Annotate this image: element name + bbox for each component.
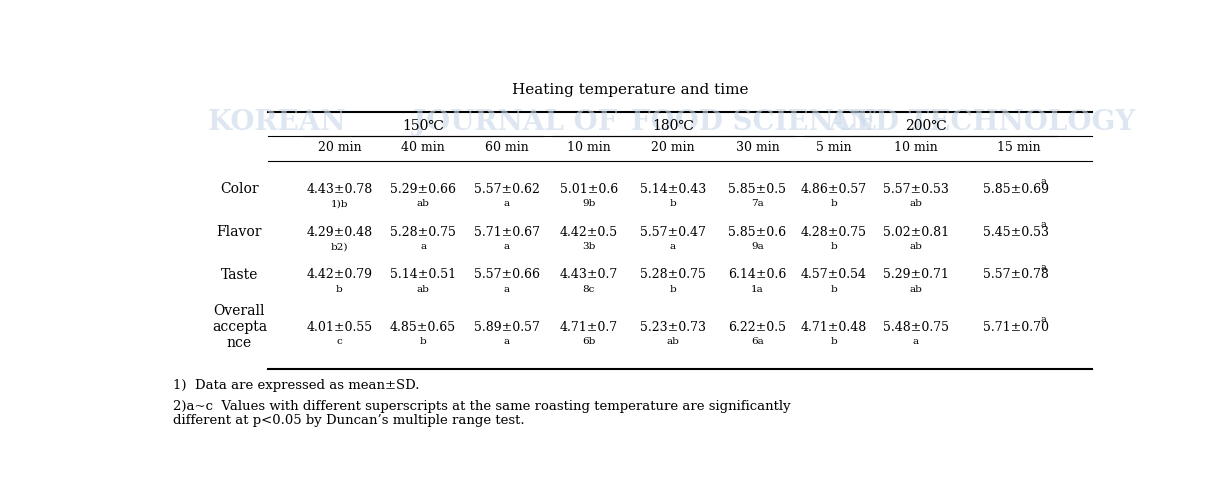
Text: a: a — [1041, 220, 1046, 229]
Text: 5.57±0.62: 5.57±0.62 — [474, 183, 540, 196]
Text: 5.45±0.53: 5.45±0.53 — [983, 225, 1048, 239]
Text: 6.14±0.6: 6.14±0.6 — [729, 268, 787, 281]
Text: 8c: 8c — [583, 285, 595, 294]
Text: ab: ab — [417, 285, 430, 294]
Text: 200℃: 200℃ — [906, 119, 948, 133]
Text: 4.28±0.75: 4.28±0.75 — [800, 225, 866, 239]
Text: b: b — [831, 243, 837, 251]
Text: 6a: 6a — [751, 337, 764, 346]
Text: 5.57±0.53: 5.57±0.53 — [882, 183, 949, 196]
Text: KOREAN: KOREAN — [208, 109, 347, 136]
Text: 5.57±0.78: 5.57±0.78 — [983, 268, 1048, 281]
Text: 15 min: 15 min — [997, 142, 1040, 155]
Text: 4.71±0.7: 4.71±0.7 — [560, 321, 618, 334]
Text: 5.01±0.6: 5.01±0.6 — [559, 183, 618, 196]
Text: ab: ab — [417, 200, 430, 208]
Text: 6.22±0.5: 6.22±0.5 — [729, 321, 787, 334]
Text: 20 min: 20 min — [317, 142, 361, 155]
Text: 20 min: 20 min — [651, 142, 694, 155]
Text: JOURNAL OF: JOURNAL OF — [413, 109, 618, 136]
Text: a: a — [1041, 315, 1046, 324]
Text: Taste: Taste — [221, 267, 258, 282]
Text: 5.14±0.51: 5.14±0.51 — [390, 268, 456, 281]
Text: FOOD SCIENCE: FOOD SCIENCE — [630, 109, 876, 136]
Text: 6b: 6b — [583, 337, 596, 346]
Text: ab: ab — [909, 243, 922, 251]
Text: 30 min: 30 min — [736, 142, 779, 155]
Text: 1a: 1a — [751, 285, 764, 294]
Text: 9b: 9b — [583, 200, 596, 208]
Text: 1)  Data are expressed as mean±SD.: 1) Data are expressed as mean±SD. — [172, 379, 419, 392]
Text: 5.57±0.66: 5.57±0.66 — [474, 268, 540, 281]
Text: 5.23±0.73: 5.23±0.73 — [640, 321, 705, 334]
Text: 4.43±0.78: 4.43±0.78 — [306, 183, 372, 196]
Text: a: a — [504, 243, 510, 251]
Text: 5.02±0.81: 5.02±0.81 — [882, 225, 949, 239]
Text: a: a — [420, 243, 426, 251]
Text: 5.28±0.75: 5.28±0.75 — [640, 268, 705, 281]
Text: 5.28±0.75: 5.28±0.75 — [391, 225, 456, 239]
Text: 4.43±0.7: 4.43±0.7 — [559, 268, 618, 281]
Text: 3b: 3b — [583, 243, 596, 251]
Text: 5.29±0.71: 5.29±0.71 — [882, 268, 949, 281]
Text: a: a — [504, 285, 510, 294]
Text: ab: ab — [909, 285, 922, 294]
Text: 180℃: 180℃ — [653, 119, 694, 133]
Text: 5.57±0.47: 5.57±0.47 — [640, 225, 705, 239]
Text: 150℃: 150℃ — [402, 119, 444, 133]
Text: 5.14±0.43: 5.14±0.43 — [639, 183, 705, 196]
Text: a: a — [1041, 263, 1046, 272]
Text: Overall
accepta
nce: Overall accepta nce — [211, 304, 267, 350]
Text: 5 min: 5 min — [816, 142, 852, 155]
Text: 5.29±0.66: 5.29±0.66 — [390, 183, 456, 196]
Text: a: a — [504, 337, 510, 346]
Text: 60 min: 60 min — [485, 142, 528, 155]
Text: 5.85±0.69: 5.85±0.69 — [983, 183, 1048, 196]
Text: a: a — [913, 337, 918, 346]
Text: c: c — [337, 337, 342, 346]
Text: 1)b: 1)b — [331, 200, 348, 208]
Text: b: b — [831, 285, 837, 294]
Text: Color: Color — [220, 183, 258, 196]
Text: 4.71±0.48: 4.71±0.48 — [800, 321, 866, 334]
Text: 4.86±0.57: 4.86±0.57 — [800, 183, 866, 196]
Text: 40 min: 40 min — [402, 142, 445, 155]
Text: b: b — [670, 285, 676, 294]
Text: b: b — [420, 337, 426, 346]
Text: 5.85±0.5: 5.85±0.5 — [729, 183, 787, 196]
Text: 7a: 7a — [751, 200, 764, 208]
Text: a: a — [670, 243, 676, 251]
Text: b: b — [670, 200, 676, 208]
Text: b: b — [831, 200, 837, 208]
Text: different at p<0.05 by Duncan’s multiple range test.: different at p<0.05 by Duncan’s multiple… — [172, 413, 525, 427]
Text: 2)a~c  Values with different superscripts at the same roasting temperature are s: 2)a~c Values with different superscripts… — [172, 400, 790, 413]
Text: a: a — [504, 200, 510, 208]
Text: 10 min: 10 min — [893, 142, 938, 155]
Text: 5.71±0.67: 5.71±0.67 — [474, 225, 540, 239]
Text: AND TECHNOLOGY: AND TECHNOLOGY — [828, 109, 1136, 136]
Text: 4.29±0.48: 4.29±0.48 — [306, 225, 372, 239]
Text: b: b — [831, 337, 837, 346]
Text: a: a — [1041, 177, 1046, 186]
Text: Flavor: Flavor — [216, 225, 262, 239]
Text: 9a: 9a — [751, 243, 764, 251]
Text: 5.85±0.6: 5.85±0.6 — [729, 225, 787, 239]
Text: 4.42±0.79: 4.42±0.79 — [306, 268, 372, 281]
Text: 5.89±0.57: 5.89±0.57 — [474, 321, 540, 334]
Text: 4.01±0.55: 4.01±0.55 — [306, 321, 372, 334]
Text: 5.71±0.70: 5.71±0.70 — [983, 321, 1048, 334]
Text: 4.42±0.5: 4.42±0.5 — [560, 225, 618, 239]
Text: 4.57±0.54: 4.57±0.54 — [800, 268, 866, 281]
Text: 5.48±0.75: 5.48±0.75 — [882, 321, 949, 334]
Text: Heating temperature and time: Heating temperature and time — [511, 83, 748, 98]
Text: 10 min: 10 min — [567, 142, 611, 155]
Text: b2): b2) — [331, 243, 348, 251]
Text: b: b — [336, 285, 343, 294]
Text: 4.85±0.65: 4.85±0.65 — [390, 321, 456, 334]
Text: ab: ab — [666, 337, 680, 346]
Text: ab: ab — [909, 200, 922, 208]
